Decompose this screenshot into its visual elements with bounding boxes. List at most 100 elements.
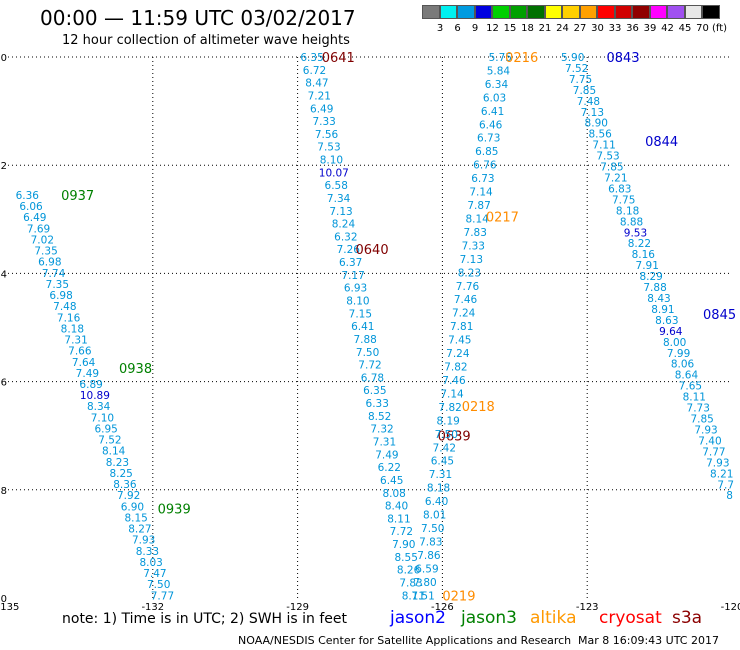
pass-time-label: 0218 (462, 400, 495, 415)
wave-height-value: 7.85 (600, 162, 623, 174)
wave-height-value: 7.21 (308, 90, 331, 102)
wave-height-value: 7.85 (690, 414, 713, 426)
wave-height-value: 6.90 (121, 501, 144, 513)
wave-height-value: 8.90 (585, 118, 608, 130)
legend-label: 27 (573, 23, 587, 34)
legend-label: 45 (678, 23, 692, 34)
wave-height-value: 7.32 (370, 424, 393, 436)
wave-height-value: 6.46 (479, 119, 503, 131)
wave-height-value: 6.35 (300, 52, 323, 64)
wave-height-value: 6.73 (477, 133, 500, 145)
wave-height-value: 7.50 (356, 347, 379, 359)
wave-height-value: 8.01 (423, 510, 446, 522)
wave-height-value: 7.80 (413, 577, 436, 589)
legend-label: 15 (503, 23, 517, 34)
lon-tick-label: -123 (576, 602, 599, 613)
wave-height-value: 6.76 (473, 160, 497, 172)
wave-height-value: 7.82 (438, 402, 461, 414)
wave-height-value: 7.11 (592, 140, 615, 152)
wave-height-value: 7.88 (643, 282, 666, 294)
wave-height-value: 8.18 (61, 323, 84, 335)
wave-height-value: 8.43 (647, 293, 670, 305)
wave-height-value: 8 (726, 490, 733, 502)
legend-swatch (474, 5, 492, 19)
legend-swatch (632, 5, 650, 19)
wave-height-value: 7.72 (358, 360, 381, 372)
wave-height-value: 8.47 (305, 78, 328, 90)
wave-height-value: 8.18 (616, 205, 639, 217)
wave-height-value: 10.07 (319, 167, 349, 179)
wave-height-value: 7.93 (694, 424, 717, 436)
legend-swatch (527, 5, 545, 19)
wave-height-value: 7.69 (27, 223, 50, 235)
wave-height-value: 6.73 (471, 173, 494, 185)
wave-height-value: 8.23 (106, 457, 129, 469)
legend-label: 3 (436, 23, 444, 34)
wave-height-value: 8.91 (651, 304, 674, 316)
lon-tick-label: -126 (431, 602, 454, 613)
wave-height-value: 7.13 (581, 107, 604, 119)
wave-height-value: 9.64 (659, 326, 683, 338)
legend-label: 42 (661, 23, 674, 34)
wave-height-value: 7.82 (444, 362, 467, 374)
wave-height-value: 6.49 (23, 212, 46, 224)
wave-height-value: 7.99 (667, 348, 690, 360)
wave-height-value: 6.98 (49, 290, 72, 302)
wave-height-value: 6.49 (310, 103, 333, 115)
wave-height-value: 8.63 (655, 315, 678, 327)
wave-height-value: 7.51 (411, 590, 434, 602)
legend-label: 9 (471, 23, 479, 34)
wave-height-value: 7.14 (440, 388, 464, 400)
wave-height-value: 7.48 (53, 301, 76, 313)
wave-height-value: 8.14 (102, 446, 126, 458)
legend-swatch (702, 5, 720, 19)
wave-height-value: 7.17 (341, 270, 364, 282)
wave-height-value: 6.83 (608, 183, 631, 195)
legend-swatch (649, 5, 667, 19)
wave-height-value: 9.53 (624, 227, 647, 239)
satellite-jason3: jason3 (461, 608, 517, 628)
page-title: 00:00 — 11:59 UTC 03/02/2017 (40, 6, 356, 30)
wave-height-value: 7.76 (456, 281, 480, 293)
wave-height-value: 7.75 (612, 194, 635, 206)
lon-tick-label: -132 (141, 602, 164, 613)
legend-swatch (614, 5, 632, 19)
wave-height-value: 7.24 (446, 348, 470, 360)
wave-height-value: 8.33 (136, 546, 159, 558)
satellite-jason2: jason2 (390, 608, 446, 628)
wave-height-value: 7.74 (42, 268, 66, 280)
wave-height-value: 7.85 (573, 85, 596, 97)
wave-height-value: 6.35 (363, 385, 386, 397)
wave-height-value: 7.72 (390, 526, 413, 538)
wave-height-value: 7.56 (315, 129, 339, 141)
wave-height-value: 7.77 (702, 446, 725, 458)
pass-time-label: 0938 (119, 362, 152, 377)
wave-height-value: 6.32 (334, 231, 357, 243)
legend-swatch (492, 5, 510, 19)
wave-height-value: 7.93 (132, 535, 155, 547)
wave-height-value: 7.81 (450, 321, 473, 333)
wave-height-value: 7.75 (569, 74, 592, 86)
wave-height-value: 6.03 (483, 92, 506, 104)
wave-height-value: 8.19 (436, 415, 459, 427)
wave-height-value: 7.73 (687, 403, 710, 415)
wave-height-value: 8.03 (139, 557, 162, 569)
lat-tick-label: 10 (0, 53, 7, 64)
wave-height-value: 8.27 (128, 524, 151, 536)
legend-label: 21 (538, 23, 552, 34)
wave-height-value: 7.52 (98, 435, 121, 447)
wave-height-value: 8.55 (395, 552, 418, 564)
legend-label: 39 (643, 23, 657, 34)
lat-tick-label: 16 (0, 378, 7, 389)
lat-tick-label: 12 (0, 161, 7, 172)
wave-height-value: 7.88 (353, 334, 376, 346)
satellite-s3a: s3a (672, 608, 703, 628)
legend-swatch (667, 5, 685, 19)
pass-time-label: 0939 (158, 503, 191, 518)
lat-tick-label: 14 (0, 269, 7, 280)
wave-height-value: 6.58 (325, 180, 348, 192)
satellite-altika: altika (530, 608, 577, 628)
wave-height-value: 8.11 (387, 513, 410, 525)
wave-height-value: 7.77 (151, 590, 174, 602)
wave-height-value: 7.50 (147, 579, 170, 591)
